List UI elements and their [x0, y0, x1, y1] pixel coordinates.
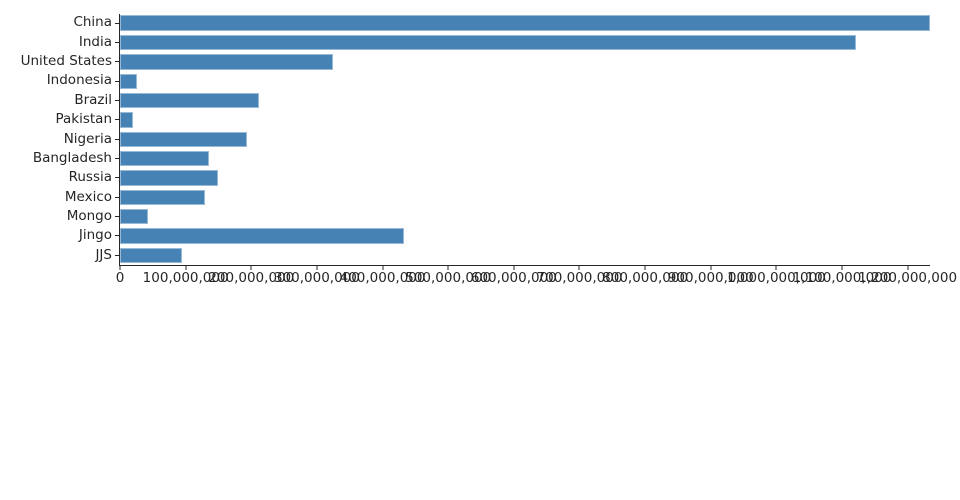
y-tick-label-jingo: Jingo — [78, 227, 112, 244]
y-tick-label-china: China — [73, 14, 112, 31]
x-tick-7 — [578, 266, 580, 270]
plot-area: China India United States Indonesia Brazil Pa… — [21, 13, 957, 285]
x-tick-8 — [644, 266, 646, 270]
x-tick-9 — [710, 266, 712, 270]
y-tick-label-jjs: JJS — [95, 246, 112, 263]
bar-india — [120, 34, 857, 51]
y-tick-indonesia — [115, 80, 119, 82]
y-tick-india — [115, 42, 119, 44]
bar-pakistan — [120, 112, 134, 128]
y-tick-label-united-states: United States — [20, 53, 112, 70]
y-tick-united-states — [115, 61, 119, 63]
y-tick-label-russia: Russia — [68, 169, 112, 186]
y-tick-label-pakistan: Pakistan — [55, 111, 112, 128]
y-tick-brazil — [115, 100, 119, 102]
x-tick-10 — [775, 266, 777, 270]
y-tick-mongo — [115, 216, 119, 218]
y-tick-label-brazil: Brazil — [74, 91, 112, 108]
x-tick-label-9: 900,000,000 — [667, 270, 754, 286]
x-axis-spine — [119, 265, 930, 266]
x-tick-5 — [447, 266, 449, 270]
x-tick-4 — [382, 266, 384, 270]
y-tick-label-bangladesh: Bangladesh — [32, 149, 112, 166]
bar-jjs — [120, 247, 182, 264]
bar-jingo — [120, 228, 404, 244]
x-tick-3 — [316, 266, 318, 270]
bar-bangladesh — [120, 150, 210, 167]
x-tick-6 — [513, 266, 515, 270]
x-tick-label-1: 100,000,000 — [142, 270, 229, 286]
x-tick-label-11: 1,100,000,000 — [792, 270, 892, 286]
bar-mexico — [120, 189, 205, 205]
x-tick-2 — [250, 266, 252, 270]
x-tick-11 — [841, 266, 843, 270]
y-tick-label-mexico: Mexico — [64, 188, 112, 205]
x-tick-label-7: 700,000,000 — [536, 270, 623, 286]
y-tick-mexico — [115, 196, 119, 198]
x-tick-label-12: 1,200,000,000 — [858, 270, 958, 286]
y-tick-jjs — [115, 254, 119, 256]
bar-indonesia — [120, 73, 138, 89]
y-tick-label-nigeria: Nigeria — [63, 130, 112, 147]
y-tick-label-mongo: Mongo — [66, 207, 112, 224]
y-tick-jingo — [115, 235, 119, 237]
bar-china — [120, 15, 930, 31]
x-tick-12 — [907, 266, 909, 270]
y-tick-label-india: India — [78, 33, 112, 50]
y-tick-pakistan — [115, 119, 119, 121]
x-tick-0 — [119, 266, 121, 270]
x-tick-label-10: 1,000,000,000 — [727, 270, 826, 286]
y-tick-label-indonesia: Indonesia — [46, 72, 112, 89]
x-tick-label-4: 400,000,000 — [339, 270, 426, 286]
bar-mongo — [120, 208, 149, 225]
bar-brazil — [120, 92, 260, 109]
y-axis-spine — [119, 13, 120, 266]
bar-nigeria — [120, 131, 247, 147]
y-tick-nigeria — [115, 138, 119, 140]
x-tick-label-3: 300,000,000 — [273, 270, 360, 286]
y-tick-bangladesh — [115, 158, 119, 160]
x-tick-1 — [185, 266, 187, 270]
x-tick-label-8: 800,000,000 — [602, 270, 689, 286]
x-tick-label-0: 0 — [115, 270, 125, 286]
y-tick-china — [115, 22, 119, 24]
bar-russia — [120, 170, 219, 186]
x-tick-label-6: 600,000,000 — [470, 270, 557, 286]
bar-united-states — [120, 54, 333, 70]
x-tick-label-2: 200,000,000 — [208, 270, 295, 286]
x-tick-label-5: 500,000,000 — [405, 270, 492, 286]
y-tick-russia — [115, 177, 119, 179]
